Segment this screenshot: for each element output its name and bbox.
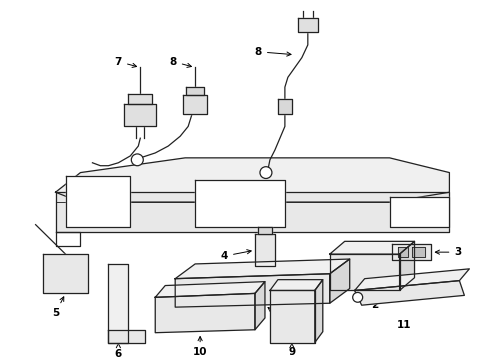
Polygon shape <box>55 192 449 231</box>
Text: 1: 1 <box>268 307 289 325</box>
Text: 3: 3 <box>435 247 462 257</box>
Circle shape <box>260 167 272 179</box>
Polygon shape <box>195 180 285 226</box>
Polygon shape <box>399 241 415 291</box>
Polygon shape <box>330 241 415 254</box>
Polygon shape <box>66 176 130 226</box>
Text: 9: 9 <box>288 343 295 357</box>
Polygon shape <box>298 18 318 32</box>
Text: 8: 8 <box>255 47 291 57</box>
Polygon shape <box>155 293 255 333</box>
Polygon shape <box>108 330 145 342</box>
Polygon shape <box>392 244 432 260</box>
Polygon shape <box>186 87 204 95</box>
Polygon shape <box>315 280 323 342</box>
Polygon shape <box>43 254 89 293</box>
Polygon shape <box>175 274 330 307</box>
Polygon shape <box>330 259 350 303</box>
Polygon shape <box>108 264 128 342</box>
Polygon shape <box>355 281 465 305</box>
Polygon shape <box>175 259 350 279</box>
Circle shape <box>131 154 143 166</box>
Polygon shape <box>255 282 265 330</box>
Polygon shape <box>270 291 315 342</box>
Circle shape <box>353 292 363 302</box>
Text: 10: 10 <box>193 337 207 357</box>
Polygon shape <box>390 197 449 226</box>
Text: 6: 6 <box>115 343 122 359</box>
Polygon shape <box>278 99 292 114</box>
Text: 8: 8 <box>170 57 192 67</box>
Text: 5: 5 <box>52 297 64 318</box>
Text: 2: 2 <box>367 294 378 310</box>
Text: 7: 7 <box>115 57 137 67</box>
Polygon shape <box>270 280 323 291</box>
Polygon shape <box>397 247 408 257</box>
Polygon shape <box>258 226 272 234</box>
Polygon shape <box>330 254 399 291</box>
Text: 11: 11 <box>397 320 412 330</box>
Polygon shape <box>412 247 425 257</box>
Polygon shape <box>55 158 449 202</box>
Polygon shape <box>124 104 156 126</box>
Text: 4: 4 <box>220 249 251 261</box>
Polygon shape <box>255 234 275 266</box>
Polygon shape <box>128 94 152 104</box>
Polygon shape <box>355 269 469 291</box>
Polygon shape <box>183 95 207 114</box>
Polygon shape <box>155 282 265 297</box>
